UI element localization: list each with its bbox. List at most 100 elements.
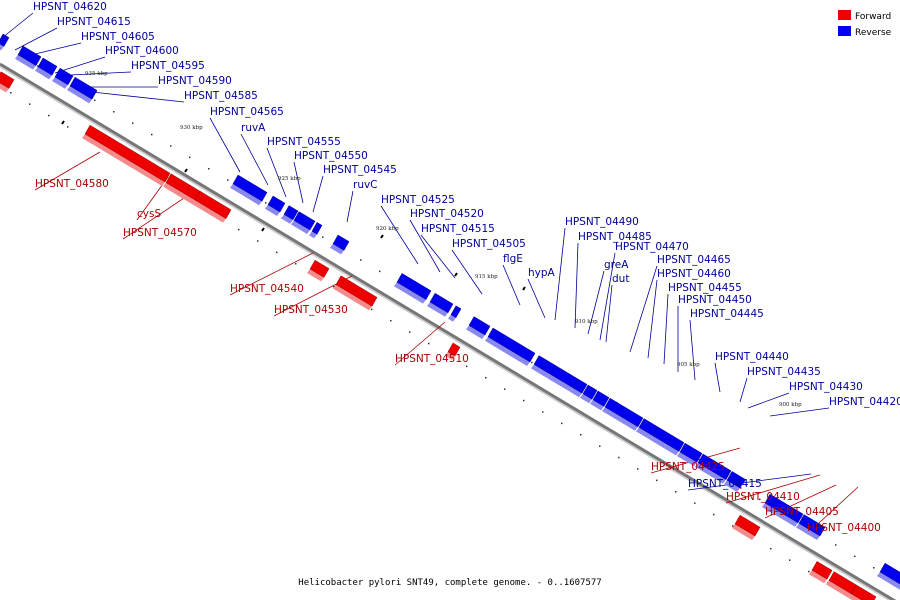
tick-dot: [466, 365, 468, 368]
reverse-gene-label: HPSNT_04565: [210, 106, 284, 118]
leader-line: [605, 284, 613, 343]
forward-gene-2-face: [84, 124, 171, 183]
reverse-gene-3: [35, 57, 58, 80]
reverse-gene-4-face: [54, 67, 74, 86]
reverse-gene-label: HPSNT_04585: [184, 90, 258, 102]
leader-line: [209, 117, 241, 173]
forward-gene-5-face: [309, 259, 330, 278]
reverse-gene-label: HPSNT_04590: [158, 75, 232, 87]
kbp-label: 910 kbp: [575, 319, 598, 325]
kbp-label: 915 kbp: [475, 274, 498, 280]
leader-line: [1, 12, 34, 39]
legend-forward-label: Forward: [855, 12, 891, 22]
reverse-gene-30-face: [764, 493, 804, 524]
reverse-gene-24-shadow: [636, 427, 653, 440]
reverse-gene-21-shadow: [580, 393, 592, 404]
reverse-gene-30: [762, 493, 804, 527]
forward-gene-11-shadow: [848, 593, 862, 600]
forward-gene-8: [732, 514, 761, 540]
reverse-gene-12: [394, 273, 432, 304]
forward-gene-7-face: [447, 342, 461, 357]
reverse-gene-15-shadow: [466, 325, 485, 339]
reverse-gene-29-shadow: [724, 480, 740, 492]
tick-dot: [531, 361, 533, 364]
kbp-label: 935 kbp: [85, 71, 108, 77]
reverse-gene-23: [602, 397, 644, 431]
reverse-gene-9-face: [293, 211, 316, 231]
leader-line: [409, 219, 441, 273]
forward-gene-9-face: [811, 561, 833, 580]
leader-line: [34, 151, 101, 191]
kbp-label: 900 kbp: [779, 402, 802, 408]
reverse-gene-31-shadow: [796, 523, 820, 540]
kbp-labels: 935 kbp 930 kbp 925 kbp 920 kbp 915 kbp 910 k…: [85, 71, 802, 408]
reverse-gene-label: ruvA: [241, 122, 266, 134]
reverse-gene-label: HPSNT_04450: [678, 294, 752, 306]
tick-dot: [151, 133, 153, 136]
leader-line: [34, 42, 82, 55]
reverse-gene-6-shadow: [230, 183, 262, 206]
reverse-gene-4-shadow: [52, 77, 68, 89]
tick-dot: [675, 491, 677, 493]
leader-line: [312, 175, 324, 213]
reverse-gene-1-shadow: [0, 44, 4, 51]
backbone-shadow: [0, 64, 893, 600]
reverse-gene-10: [309, 222, 323, 239]
reverse-gene-16: [485, 327, 536, 366]
tick-dot: [523, 399, 525, 402]
reverse-gene-10-shadow: [309, 231, 317, 239]
tick-dash: [184, 168, 188, 173]
reverse-gene-label: HPSNT_04490: [565, 216, 639, 228]
reverse-gene-22: [590, 390, 610, 411]
forward-gene-label: HPSNT_04570: [123, 227, 197, 239]
leader-line: [629, 265, 658, 353]
forward-gene-9-shadow: [809, 570, 827, 584]
leader-line: [502, 264, 521, 306]
forward-gene-label: HPSNT_04510: [395, 353, 469, 365]
forward-gene-6-face: [335, 275, 378, 307]
reverse-gene-15: [466, 316, 491, 339]
tick-dot: [409, 331, 411, 333]
tick-dot: [29, 103, 31, 105]
tick-dot: [561, 422, 563, 425]
forward-gene-1: [0, 71, 15, 93]
reverse-gene-22-shadow: [590, 399, 604, 411]
kbp-label: 930 kbp: [180, 125, 203, 131]
tick-dot: [390, 320, 392, 322]
reverse-gene-18-shadow: [539, 369, 550, 378]
reverse-gene-label: HPSNT_04415: [688, 478, 762, 490]
forward-gene-3-shadow: [163, 182, 197, 206]
reverse-gene-label: HPSNT_04605: [81, 31, 155, 43]
reverse-gene-2-face: [17, 45, 42, 66]
reverse-gene-16-face: [487, 327, 536, 363]
tick-dot: [333, 285, 335, 288]
reverse-gene-29: [724, 471, 746, 492]
reverse-gene-14: [448, 305, 462, 322]
reverse-gene-26: [664, 435, 685, 456]
forward-gene-11: [848, 584, 877, 600]
tick-dot: [113, 111, 115, 113]
backbone-line: [0, 62, 897, 600]
reverse-gene-label: HPSNT_04525: [381, 194, 455, 206]
tick-dot: [227, 179, 229, 181]
tick-dot: [189, 156, 191, 159]
leader-line: [739, 377, 748, 403]
reverse-gene-label: HPSNT_04435: [747, 366, 821, 378]
reverse-gene-label: HPSNT_04445: [690, 308, 764, 320]
reverse-gene-label: ruvC: [353, 179, 378, 191]
gene-features: [0, 33, 900, 600]
leader-line: [346, 190, 354, 223]
forward-gene-5-shadow: [307, 269, 324, 282]
reverse-gene-32: [877, 562, 900, 590]
reverse-gene-21-face: [582, 384, 598, 400]
reverse-gene-12-shadow: [394, 282, 426, 304]
reverse-gene-22-face: [592, 390, 610, 407]
reverse-gene-1: [0, 33, 10, 51]
reverse-gene-13-shadow: [427, 302, 448, 317]
tick-dot: [67, 126, 69, 128]
leader-line: [420, 234, 456, 279]
forward-gene-9: [809, 561, 833, 584]
reverse-gene-23-shadow: [602, 407, 638, 431]
forward-gene-4-face: [194, 190, 232, 219]
leader-line: [714, 362, 721, 393]
